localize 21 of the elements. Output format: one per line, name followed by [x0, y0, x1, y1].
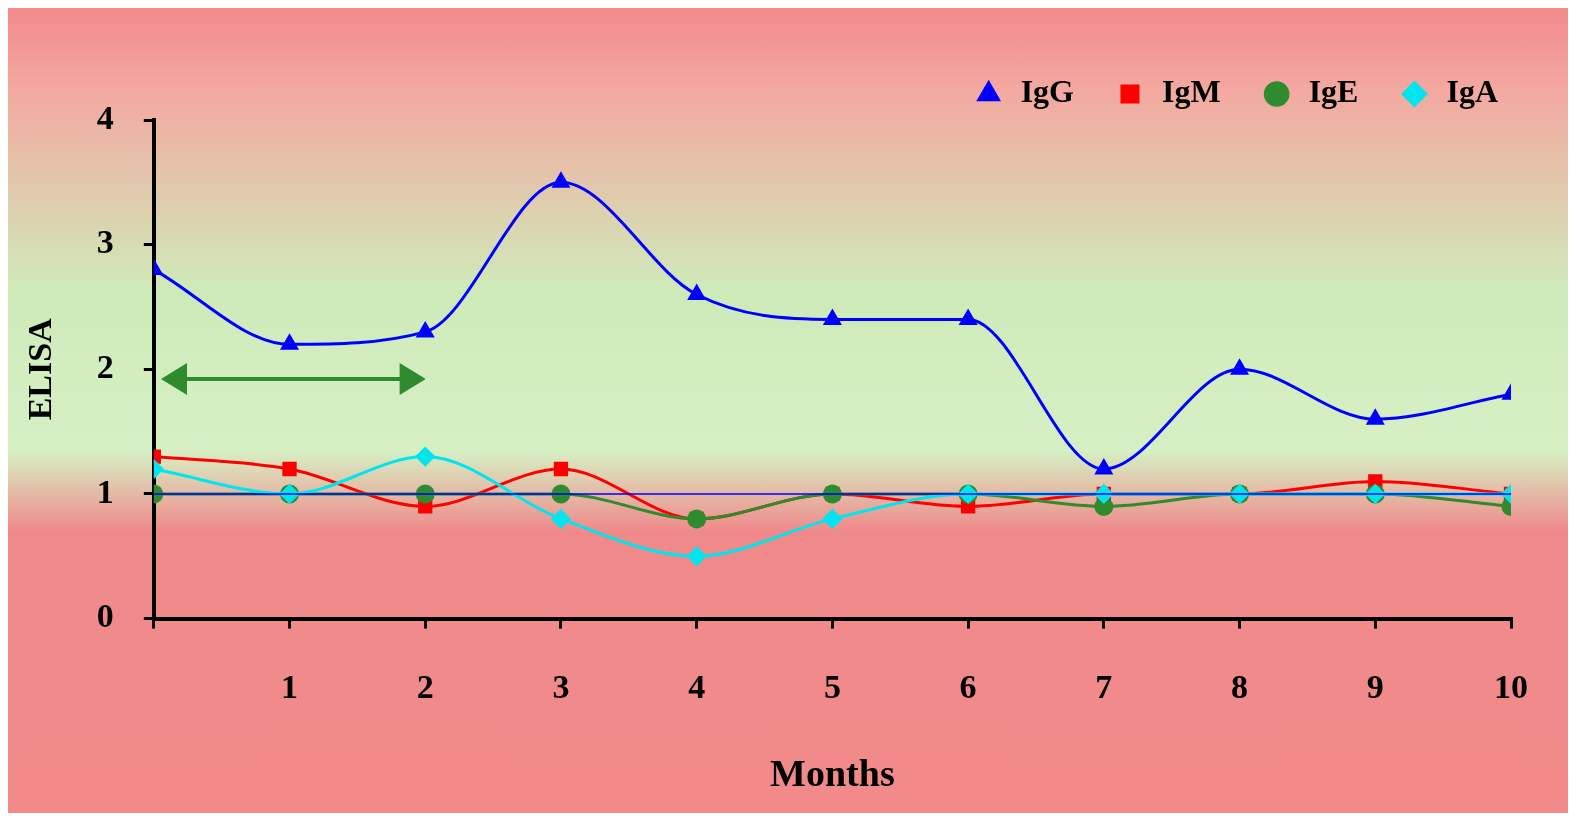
x-tick-label: 4 [688, 667, 706, 705]
x-tick-label: 9 [1366, 667, 1384, 705]
x-tick-label: 3 [552, 667, 570, 705]
x-tick-label: 5 [823, 667, 841, 705]
x-axis-title: Months [770, 752, 895, 795]
y-tick-label: 0 [96, 597, 114, 635]
x-tick-label: 7 [1095, 667, 1113, 705]
legend-label: IgE [1308, 73, 1359, 110]
x-tick-label: 2 [416, 667, 434, 705]
x-tick-label: 8 [1231, 667, 1249, 705]
y-tick-label: 3 [96, 223, 114, 261]
legend-label: IgG [1020, 73, 1075, 110]
y-tick-label: 1 [96, 472, 114, 510]
legend-label: IgA [1446, 73, 1498, 110]
y-axis-title: ELISA [21, 317, 59, 421]
x-tick-label: 1 [281, 667, 299, 705]
y-tick-label: 4 [96, 98, 114, 136]
x-tick-label: 10 [1494, 667, 1528, 705]
y-tick-label: 2 [96, 348, 114, 386]
legend-label: IgM [1161, 73, 1221, 110]
x-tick-label: 6 [959, 667, 977, 705]
